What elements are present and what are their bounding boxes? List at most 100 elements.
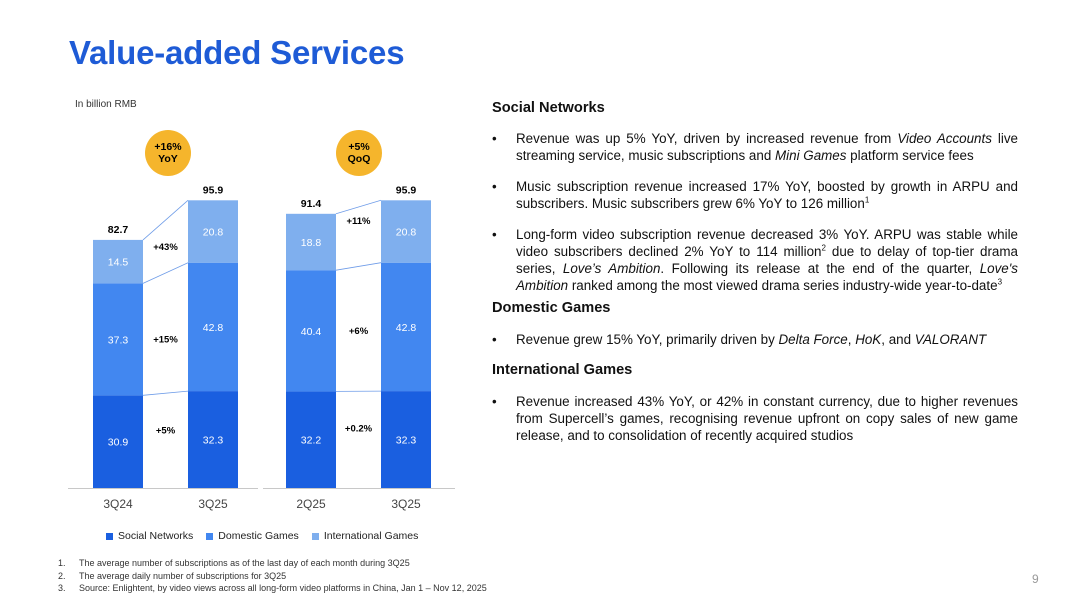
connector-line [142, 262, 189, 284]
footnote-1: 1. The average number of subscriptions as… [58, 557, 487, 570]
footnote-2: 2. The average daily number of subscripti… [58, 570, 487, 583]
bar-segment-international [286, 213, 336, 271]
legend-label-international: International Games [323, 530, 419, 542]
text-run-italic: VALORANT [914, 332, 987, 347]
badge-label-line1: +16% [154, 141, 182, 153]
bar-value-label: 42.8 [203, 322, 224, 334]
text-run: platform service fees [846, 148, 974, 163]
legend-label-domestic: Domestic Games [218, 530, 299, 542]
bar-total-label: 95.9 [203, 184, 224, 196]
footnote-text: The average daily number of subscription… [79, 570, 287, 581]
text-run: Long-form video subscription revenue dec… [516, 227, 1018, 259]
legend-label-social: Social Networks [118, 530, 194, 542]
x-tick-label: 3Q25 [198, 497, 228, 511]
social-bullet-video: Long-form video subscription revenue dec… [492, 226, 1018, 294]
bar-total-label: 91.4 [301, 198, 322, 210]
unit-label: In billion RMB [75, 99, 137, 110]
social-bullet-music: Music subscription revenue increased 17%… [492, 178, 1018, 212]
chart-legend: Social Networks Domestic Games Internati… [106, 530, 418, 542]
stacked-bar-chart: 30.9 37.3 14.5 82.7 3Q24 32.3 42.8 20.8 95.9 3Q25… [68, 130, 455, 511]
bar-segment-domestic [93, 283, 143, 396]
bar-total-label: 95.9 [396, 184, 417, 196]
text-run: , [847, 332, 856, 347]
text-run-italic: Love’s Ambition [562, 261, 661, 276]
heading-domestic-games: Domestic Games [492, 300, 611, 316]
text-run: . Following its release at the end of th… [660, 261, 980, 276]
legend-item-domestic: Domestic Games [206, 530, 299, 542]
text-run-italic: Mini Games [775, 148, 847, 163]
legend-swatch-domestic [206, 532, 214, 540]
bar-segment-international [188, 200, 238, 263]
growth-label: +43% [153, 242, 178, 253]
text-run: Music subscription revenue increased 17%… [516, 179, 1018, 211]
bar-segment-international [381, 200, 431, 263]
text-run: ranked among the most viewed drama serie… [568, 278, 998, 293]
page-number: 9 [1032, 572, 1039, 586]
growth-label: +5% [156, 426, 176, 437]
bar-segment-domestic [188, 262, 238, 392]
heading-social-networks: Social Networks [492, 100, 605, 116]
bar-value-label: 14.5 [108, 257, 129, 269]
commentary-panel: Social Networks Revenue was up 5% YoY, d… [492, 100, 1018, 444]
bar-value-label: 18.8 [301, 237, 322, 249]
connector-line [335, 199, 382, 215]
growth-label: +6% [349, 326, 369, 337]
x-tick-label: 3Q25 [391, 497, 421, 511]
footnote-number: 1. [58, 558, 66, 568]
footnote-ref: 3 [997, 277, 1003, 287]
bar-value-label: 40.4 [301, 326, 322, 338]
bar-total-label: 82.7 [108, 224, 129, 236]
bar-value-label: 20.8 [396, 227, 417, 239]
text-run: , and [881, 332, 915, 347]
domestic-bullets: Revenue grew 15% YoY, primarily driven b… [492, 331, 1018, 348]
bar-segment-domestic [381, 262, 431, 392]
legend-item-international: International Games [311, 530, 419, 542]
footnotes: 1. The average number of subscriptions as… [58, 557, 487, 595]
x-tick-label: 3Q24 [103, 497, 133, 511]
legend-swatch-international [311, 532, 319, 540]
bar-value-label: 30.9 [108, 437, 129, 449]
bar-segment-international [93, 239, 143, 284]
social-bullet-revenue: Revenue was up 5% YoY, driven by increas… [492, 130, 1018, 164]
bar-segment-social [93, 395, 143, 488]
footnote-number: 2. [58, 570, 66, 581]
text-run-italic: HoK [855, 332, 882, 347]
connector-line [142, 390, 189, 396]
page-title: Value-added Services [69, 34, 405, 71]
footnote-ref: 1 [864, 195, 870, 205]
badge-label-line2: QoQ [348, 153, 371, 165]
bar-segment-social [188, 391, 238, 488]
bar-value-label: 32.3 [203, 435, 224, 447]
bar-segment-domestic [286, 270, 336, 392]
x-tick-label: 2Q25 [296, 497, 326, 511]
text-run-italic: Delta Force [778, 332, 848, 347]
text-run: Revenue was up 5% YoY, driven by increas… [516, 131, 898, 146]
text-run-italic: Love's Ambition [516, 261, 1018, 293]
bar-segment-social [381, 391, 431, 488]
legend-swatch-social [106, 532, 113, 540]
connector-line [335, 262, 382, 271]
growth-label: +11% [346, 216, 371, 227]
growth-badge-circle [145, 130, 191, 176]
text-run-italic: Video Accounts [897, 131, 992, 146]
bar-value-label: 42.8 [396, 322, 417, 334]
domestic-bullet-revenue: Revenue grew 15% YoY, primarily driven b… [492, 331, 1018, 348]
footnote-ref: 2 [821, 243, 826, 253]
bar-segment-social [286, 391, 336, 488]
growth-badge-circle [336, 130, 382, 176]
badge-label-line2: YoY [158, 153, 178, 165]
footnote-number: 3. [58, 583, 66, 593]
social-bullets: Revenue was up 5% YoY, driven by increas… [492, 130, 1018, 294]
footnote-text: The average number of subscriptions as o… [79, 558, 410, 568]
footnote-text: Source: Enlightent, by video views acros… [79, 583, 487, 593]
text-run: due to delay of top-tier drama series, [516, 244, 1018, 276]
growth-label: +0.2% [345, 424, 373, 435]
text-run: Revenue grew 15% YoY, primarily driven b… [516, 332, 779, 347]
bar-value-label: 32.3 [396, 435, 417, 447]
text-run: live streaming service, music subscripti… [516, 131, 1018, 163]
bar-value-label: 32.2 [301, 435, 322, 447]
international-bullets: Revenue increased 43% YoY, or 42% in con… [492, 393, 1018, 444]
connector-line [142, 199, 189, 241]
bar-value-label: 20.8 [203, 227, 224, 239]
bar-value-label: 37.3 [108, 334, 129, 346]
